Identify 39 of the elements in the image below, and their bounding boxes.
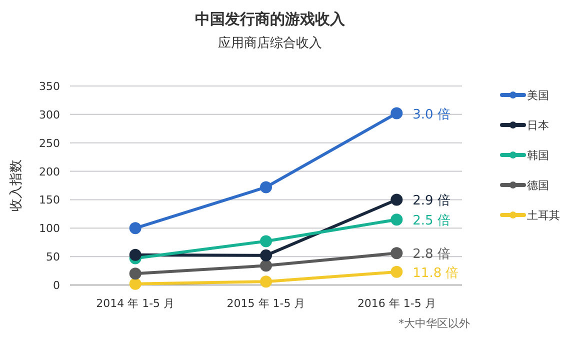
point	[129, 222, 142, 234]
y-tick-label: 150	[39, 194, 60, 207]
y-tick-label: 250	[39, 136, 60, 150]
point	[260, 235, 272, 248]
y-tick-label: 50	[46, 250, 60, 264]
legend-label: 土耳其	[527, 209, 560, 222]
text: *大中华区以外	[398, 317, 470, 330]
point	[390, 247, 403, 260]
chart-subtitle: 应用商店综合收入	[218, 35, 322, 51]
point	[390, 266, 403, 278]
annotation: 2.5 倍	[412, 214, 450, 229]
y-tick-label: 100	[39, 222, 60, 236]
point	[260, 181, 272, 194]
point	[129, 268, 142, 280]
y-tick-label: 0	[53, 279, 60, 292]
legend-label: 德国	[527, 179, 549, 192]
legend-label: 美国	[527, 89, 549, 102]
annotation: 3.0 倍	[412, 107, 450, 122]
point	[260, 276, 272, 288]
annotation: 11.8 倍	[412, 266, 459, 281]
point	[129, 278, 142, 290]
point	[129, 248, 142, 261]
y-tick-label: 200	[39, 165, 60, 178]
annotation: 2.9 倍	[412, 194, 450, 209]
y-tick-label: 300	[39, 108, 60, 122]
point	[390, 194, 403, 206]
point	[390, 214, 403, 226]
y-tick-label: 350	[39, 80, 60, 93]
legend-label: 韩国	[527, 149, 549, 162]
annotation: 2.8 倍	[412, 247, 450, 262]
point	[260, 249, 272, 262]
x-tick-label: 2014 年 1-5 月	[96, 297, 175, 310]
point	[390, 107, 403, 120]
x-tick-label: 2015 年 1-5 月	[226, 297, 306, 310]
x-tick-label: 2016 年 1-5 月	[357, 297, 436, 310]
y-axis-title: 收入指数	[9, 160, 24, 212]
chart-title: 中国发行商的游戏收入	[195, 10, 346, 28]
legend-label: 日本	[527, 119, 549, 132]
point	[260, 260, 272, 272]
